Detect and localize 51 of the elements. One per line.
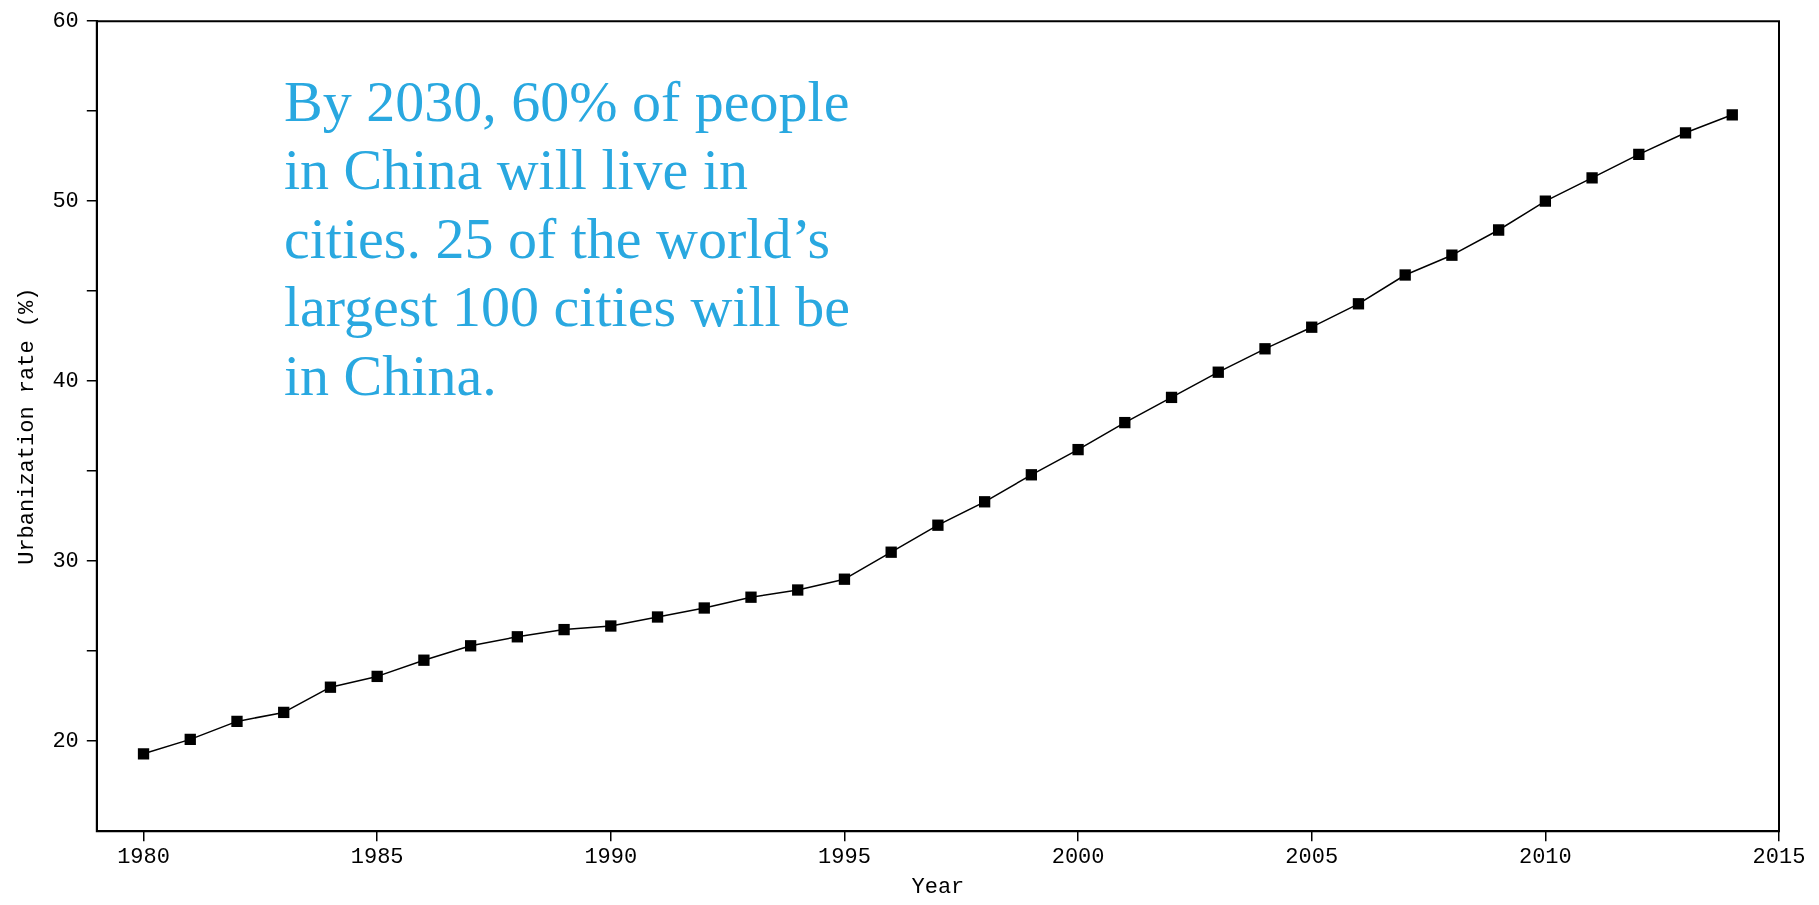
- point: [1119, 416, 1131, 429]
- point: [698, 602, 710, 614]
- point: [137, 748, 150, 760]
- point: [1165, 391, 1178, 404]
- x-tick-label: 1995: [818, 845, 871, 871]
- point: [278, 706, 290, 719]
- y-tick-label: 40: [52, 369, 79, 395]
- point: [978, 496, 991, 508]
- point: [418, 654, 430, 666]
- y-tick-label: 30: [52, 549, 79, 575]
- x-tick-label: 2010: [1518, 845, 1572, 871]
- point: [605, 620, 617, 632]
- x-tick-label: 2015: [1752, 845, 1806, 871]
- point: [1072, 443, 1084, 456]
- x-tick-label: 2005: [1285, 845, 1339, 871]
- point: [1259, 343, 1271, 355]
- point: [1025, 469, 1038, 481]
- point: [371, 670, 383, 683]
- point: [1212, 366, 1224, 378]
- x-tick-label: 1980: [117, 845, 170, 871]
- point: [1633, 148, 1645, 161]
- y-axis-title: Urbanization rate (%): [15, 287, 41, 565]
- point: [1352, 298, 1365, 310]
- point: [1306, 321, 1318, 333]
- annotation: By 2030, 60% of people in China will live in cities. 25 of the world’s largest 100 cities will be in China.: [284, 68, 851, 410]
- point: [1399, 269, 1411, 281]
- point: [1539, 195, 1552, 207]
- x-tick-label: 1990: [584, 845, 638, 871]
- point: [464, 640, 477, 652]
- point: [745, 591, 757, 603]
- x-axis-title: Year: [911, 874, 965, 900]
- point: [184, 733, 196, 746]
- point: [838, 573, 851, 585]
- point: [1492, 224, 1505, 236]
- point: [231, 715, 243, 728]
- point: [885, 546, 897, 558]
- point: [1586, 172, 1598, 184]
- point: [1446, 249, 1458, 261]
- x-tick-label: 2000: [1051, 845, 1105, 871]
- point: [511, 631, 524, 643]
- point: [1726, 109, 1738, 121]
- point: [792, 584, 804, 596]
- y-tick-label: 60: [52, 9, 79, 35]
- y-tick-label: 20: [52, 729, 79, 755]
- point: [1679, 127, 1692, 139]
- point: [558, 623, 570, 636]
- point: [324, 681, 337, 693]
- point: [651, 611, 664, 623]
- y-tick-label: 50: [52, 189, 79, 215]
- x-tick-label: 1985: [350, 845, 404, 871]
- point: [932, 519, 944, 531]
